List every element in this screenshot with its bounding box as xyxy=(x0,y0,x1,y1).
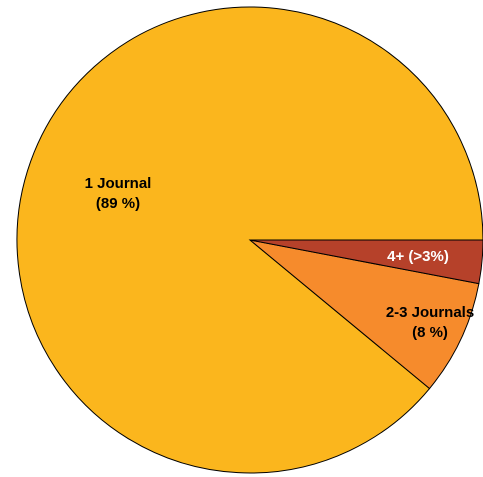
pie-labels: 1 Journal (89 %) 2-3 Journals (8 %) 4+ (>3%) xyxy=(85,175,475,341)
pie-slice-label-2: 2-3 Journals (8 %) xyxy=(386,304,474,341)
slice-value-label: (8 %) xyxy=(412,324,448,341)
slice-label-text: 1 Journal xyxy=(85,175,152,192)
pie-slice-label-3: 4+ (>3%) xyxy=(387,248,449,265)
pie-slice-2 xyxy=(249,239,480,390)
slice-value-label: (89 %) xyxy=(96,195,140,212)
pie-slices xyxy=(16,6,483,474)
slice-label-text: 4+ (>3%) xyxy=(387,248,449,265)
slice-label-text: 2-3 Journals xyxy=(386,304,474,321)
pie-slice-label-1: 1 Journal (89 %) xyxy=(85,175,152,212)
